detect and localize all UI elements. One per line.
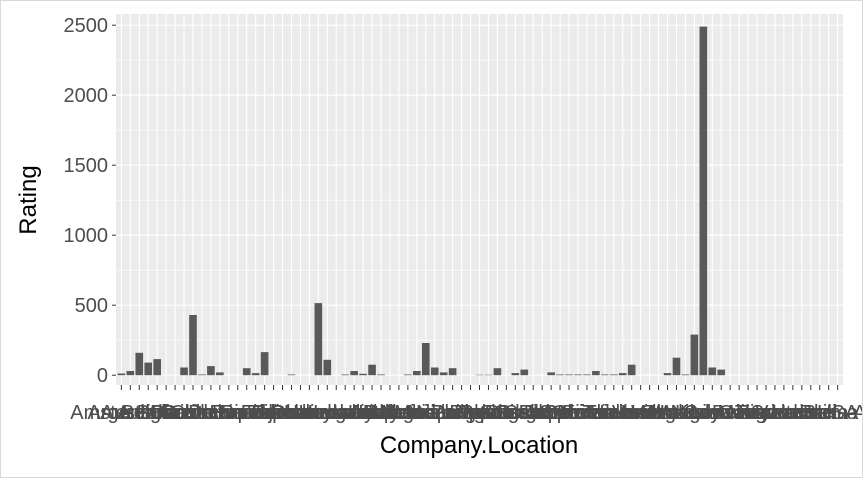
bar [512,373,520,375]
x-tick-label: USA [817,402,859,424]
bar [323,360,331,375]
bar [315,303,323,375]
bar [135,353,143,375]
bar [628,365,636,376]
bar [341,375,349,376]
bar [189,315,197,375]
y-axis-title: Rating [15,165,42,234]
bar [207,366,215,375]
bar [350,371,358,375]
bar [127,371,135,375]
bar [494,368,502,375]
bar [422,343,430,375]
bar [700,27,708,376]
bar [574,375,582,376]
bar [144,363,152,376]
bar [691,335,699,376]
bar [118,374,126,376]
bar [368,365,376,376]
y-tick-label: 500 [75,295,108,317]
bar [583,375,591,376]
x-axis: AmsterdamArgentinaAustraliaAustriaBelgiu… [70,385,862,424]
bar [565,375,573,376]
bar [216,372,224,375]
bar [288,375,296,376]
bar [717,370,725,376]
bar [610,375,618,376]
bar [431,368,439,376]
bar [404,375,412,376]
bar [440,372,448,375]
bar [153,359,161,375]
bar [180,368,188,376]
bar [619,373,627,375]
bar [377,375,385,376]
bar [520,370,528,376]
y-tick-label: 2000 [64,85,109,107]
y-axis: 0 500 1000 1500 2000 2500 [64,15,117,387]
y-tick-label: 2500 [64,15,109,37]
y-tick-label: 1500 [64,155,109,177]
x-axis-title: Company.Location [380,432,578,459]
bar [449,368,457,375]
bar [252,373,260,375]
bar [601,375,609,376]
bar [198,375,206,376]
y-tick-label: 0 [97,365,108,387]
bar [547,372,555,375]
bar [682,375,690,376]
bar [664,373,672,375]
bar [556,375,564,376]
y-tick-label: 1000 [64,225,109,247]
bar [413,371,421,375]
bar [243,368,251,375]
bar [708,368,716,376]
bar [261,352,269,375]
bar [592,371,600,375]
bar [359,374,367,375]
bar [673,358,681,376]
